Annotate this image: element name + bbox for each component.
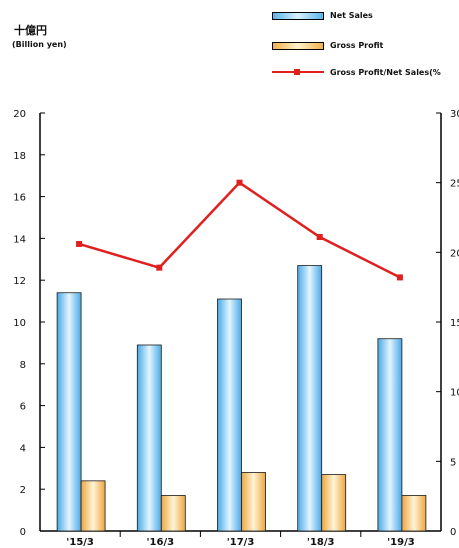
y-right-tick-label: 15	[450, 318, 459, 329]
bar-net-sales	[297, 265, 323, 532]
legend-label-gross-profit: Gross Profit	[330, 41, 384, 50]
bar-gross-profit	[401, 495, 427, 532]
y-right-tick-label: 0	[450, 527, 456, 538]
y-left-tick-label: 6	[20, 402, 26, 413]
y-left-tick-label: 14	[13, 234, 26, 245]
y-left-tick-label: 0	[20, 527, 26, 538]
bar-gross-profit	[321, 474, 347, 532]
bar-gross-profit	[241, 472, 266, 532]
legend-label-net-sales: Net Sales	[330, 11, 373, 20]
y-left-tick-label: 18	[13, 151, 26, 162]
point-ratio	[396, 274, 403, 281]
y-right-tick-label: 25	[450, 179, 459, 190]
x-tick-label: '19/3	[387, 537, 415, 548]
x-tick-label: '17/3	[227, 537, 255, 548]
legend-label-ratio: Gross Profit/Net Sales(%	[330, 68, 441, 77]
y-left-tick-label: 2	[20, 485, 26, 496]
bar-gross-profit	[80, 480, 106, 532]
legend-swatch-net-sales	[272, 12, 324, 20]
point-ratio	[316, 234, 323, 241]
y-right-tick-label: 30	[450, 109, 459, 120]
y-right-tick-label: 20	[450, 248, 459, 259]
unit-sublabel: (Billion yen)	[12, 40, 67, 49]
x-tick-label: '18/3	[307, 537, 335, 548]
bar-net-sales	[56, 292, 82, 532]
y-left-tick-label: 4	[20, 443, 26, 454]
y-right-tick-label: 10	[450, 388, 459, 399]
point-ratio	[236, 179, 243, 186]
y-left-tick-label: 8	[20, 360, 26, 371]
point-ratio	[156, 264, 163, 271]
line-ratio	[78, 181, 401, 279]
y-left-tick-label: 20	[13, 109, 26, 120]
bar-gross-profit	[160, 495, 186, 532]
bar-net-sales	[136, 344, 162, 532]
y-right-tick-label: 5	[450, 457, 456, 468]
x-tick-label: '16/3	[147, 537, 175, 548]
y-left-tick-label: 16	[13, 193, 26, 204]
point-ratio	[76, 240, 83, 247]
unit-label: 十億円	[14, 24, 47, 37]
legend-swatch-gross-profit	[272, 42, 324, 50]
y-left-tick-label: 12	[13, 276, 26, 287]
x-tick-label: '15/3	[66, 537, 94, 548]
y-left-tick-label: 10	[13, 318, 26, 329]
legend-marker-ratio	[294, 69, 300, 75]
bar-net-sales	[217, 298, 242, 532]
bar-net-sales	[377, 338, 403, 532]
